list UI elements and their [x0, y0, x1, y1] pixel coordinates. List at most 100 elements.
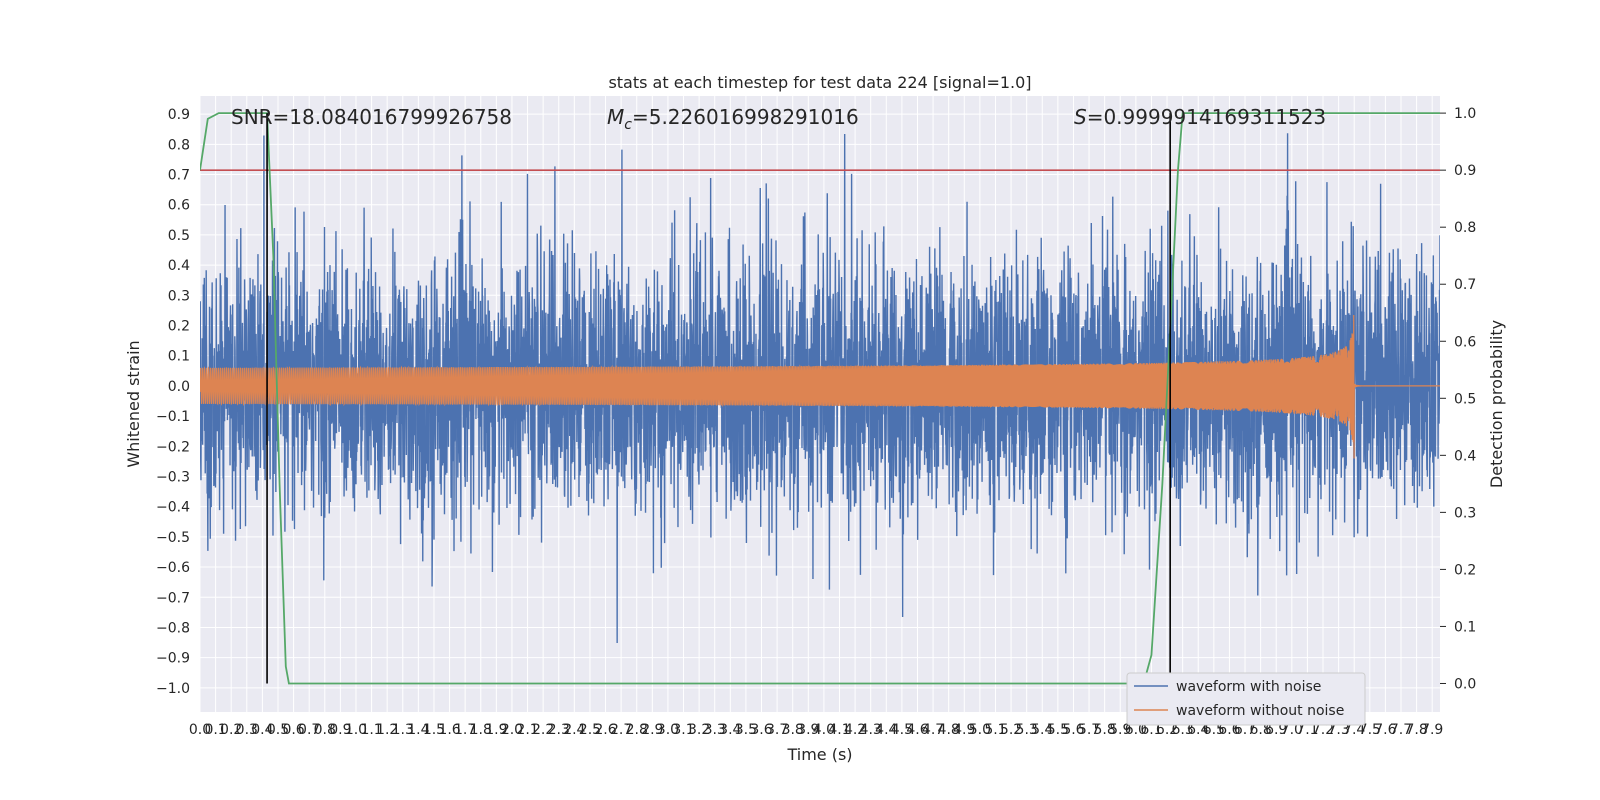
x-tick-label: 0.3	[236, 722, 258, 738]
chirp-mass-subscript: c	[624, 117, 632, 133]
x-tick-label: 1.9	[485, 722, 507, 738]
x-tick-label: 5.9	[1109, 722, 1131, 738]
x-tick-label: 1.0	[345, 722, 367, 738]
right-y-tick-label: 0.7	[1454, 277, 1476, 293]
x-tick-label: 2.6	[594, 722, 616, 738]
legend-box	[1126, 672, 1366, 726]
left-y-axis-ticks: 0.9 0.8 0.7 0.6 0.5 0.4 0.3 0.2 0.1 0.0 −0.1 −0.2 −0…	[156, 107, 190, 697]
x-tick-label: 4.4	[875, 722, 897, 738]
x-tick-label: 6.2	[1156, 722, 1178, 738]
x-tick-label: 1.7	[454, 722, 476, 738]
x-tick-label: 2.0	[501, 722, 523, 738]
y-tick-label: −0.2	[156, 439, 190, 455]
x-tick-label: 2.5	[579, 722, 601, 738]
x-tick-label: 3.3	[704, 722, 726, 738]
y-tick-label: −1.0	[156, 681, 190, 697]
x-tick-label: 7.5	[1359, 722, 1381, 738]
x-tick-label: 1.1	[360, 722, 382, 738]
x-tick-label: 6.7	[1234, 722, 1256, 738]
x-tick-label: 4.3	[860, 722, 882, 738]
x-tick-label: 1.2	[376, 722, 398, 738]
x-tick-label: 6.5	[1203, 722, 1225, 738]
chart-title: stats at each timestep for test data 224…	[608, 73, 1031, 92]
right-y-tick-label: 0.9	[1454, 163, 1476, 179]
x-tick-label: 4.5	[891, 722, 913, 738]
x-tick-label: 5.1	[984, 722, 1006, 738]
snr-annotation: SNR=18.084016799926758	[231, 105, 512, 129]
y-tick-label: 0.2	[168, 318, 190, 334]
y-tick-label: 0.5	[168, 228, 190, 244]
y-tick-label: 0.7	[168, 168, 190, 184]
x-tick-label: 2.1	[516, 722, 538, 738]
s-value: =0.9999914169311523	[1087, 105, 1326, 129]
x-tick-label: 4.6	[906, 722, 928, 738]
s-symbol: S	[1074, 105, 1087, 129]
right-y-tick-label: 0.0	[1454, 676, 1476, 692]
x-tick-label: 5.7	[1078, 722, 1100, 738]
sensitivity-annotation: S=0.9999914169311523	[1074, 105, 1326, 129]
y-tick-label: −0.5	[156, 530, 190, 546]
x-tick-label: 0.6	[282, 722, 304, 738]
right-y-axis-label: Detection probability	[1487, 320, 1506, 488]
chirp-mass-value: =5.226016998291016	[632, 105, 859, 129]
x-tick-label: 3.6	[750, 722, 772, 738]
x-axis-ticks: 0.00.10.20.30.40.50.60.70.80.91.01.11.21…	[189, 722, 1443, 738]
x-tick-label: 7.2	[1312, 722, 1334, 738]
x-tick-label: 4.0	[813, 722, 835, 738]
x-tick-label: 5.8	[1094, 722, 1116, 738]
right-y-tick-label: 1.0	[1454, 106, 1476, 122]
right-y-tick-label: 0.8	[1454, 220, 1476, 236]
x-tick-label: 3.4	[719, 722, 741, 738]
x-tick-label: 0.4	[251, 722, 273, 738]
right-y-tick-label: 0.2	[1454, 562, 1476, 578]
y-tick-label: −0.8	[156, 620, 190, 636]
y-tick-label: 0.0	[168, 379, 190, 395]
x-tick-label: 0.7	[298, 722, 320, 738]
x-tick-label: 3.8	[782, 722, 804, 738]
x-tick-label: 4.2	[844, 722, 866, 738]
y-tick-label: −0.9	[156, 651, 190, 667]
y-tick-label: 0.1	[168, 349, 190, 365]
legend-label-clean: waveform without noise	[1176, 703, 1344, 719]
x-tick-label: 0.1	[204, 722, 226, 738]
x-tick-label: 7.1	[1296, 722, 1318, 738]
x-tick-label: 3.5	[735, 722, 757, 738]
x-tick-label: 2.8	[626, 722, 648, 738]
x-tick-label: 7.9	[1421, 722, 1443, 738]
legend-label-noise: waveform with noise	[1176, 679, 1321, 695]
x-tick-label: 5.5	[1047, 722, 1069, 738]
y-tick-label: 0.8	[168, 137, 190, 153]
x-tick-label: 2.4	[563, 722, 585, 738]
x-tick-label: 5.0	[969, 722, 991, 738]
x-tick-label: 7.7	[1390, 722, 1412, 738]
x-tick-label: 0.0	[189, 722, 211, 738]
x-tick-label: 1.5	[423, 722, 445, 738]
y-tick-label: 0.6	[168, 198, 190, 214]
x-tick-label: 2.9	[641, 722, 663, 738]
x-axis-label: Time (s)	[786, 745, 852, 764]
x-tick-label: 1.4	[407, 722, 429, 738]
y-axis-label: Whitened strain	[124, 340, 143, 467]
x-tick-label: 2.3	[548, 722, 570, 738]
x-tick-label: 3.1	[672, 722, 694, 738]
y-tick-label: −0.1	[156, 409, 190, 425]
detection-probability-line	[200, 112, 1440, 685]
x-tick-label: 0.9	[329, 722, 351, 738]
x-tick-label: 6.3	[1172, 722, 1194, 738]
x-tick-label: 3.2	[688, 722, 710, 738]
x-tick-label: 3.9	[797, 722, 819, 738]
x-tick-label: 6.4	[1187, 722, 1209, 738]
y-tick-label: −0.4	[156, 500, 190, 516]
chirp-mass-annotation: Mc=5.226016998291016	[607, 105, 859, 133]
x-tick-label: 6.8	[1249, 722, 1271, 738]
right-y-tick-label: 0.4	[1454, 448, 1476, 464]
right-y-tick-label: 0.3	[1454, 505, 1476, 521]
x-tick-label: 0.8	[314, 722, 336, 738]
x-tick-label: 5.6	[1062, 722, 1084, 738]
x-tick-label: 6.6	[1218, 722, 1240, 738]
y-tick-label: −0.6	[156, 560, 190, 576]
x-tick-label: 6.1	[1140, 722, 1162, 738]
x-tick-label: 4.9	[953, 722, 975, 738]
x-tick-label: 0.2	[220, 722, 242, 738]
x-tick-label: 7.3	[1327, 722, 1349, 738]
